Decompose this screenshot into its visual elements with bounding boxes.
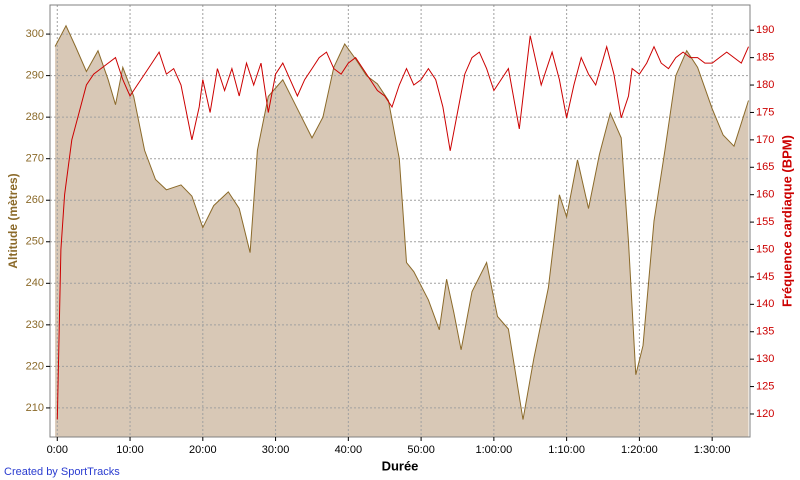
y2-tick-label: 185 bbox=[756, 52, 774, 64]
x-tick-label: 1:20:00 bbox=[621, 444, 658, 456]
plot-frame bbox=[49, 4, 751, 438]
x-tick-label: 1:00:00 bbox=[476, 444, 513, 456]
y-tick-label: 220 bbox=[26, 360, 44, 372]
y2-axis-label: Fréquence cardiaque (BPM) bbox=[779, 135, 794, 307]
x-tick-label: 30:00 bbox=[262, 444, 290, 456]
y2-tick-label: 145 bbox=[756, 271, 774, 283]
x-tick-label: 0:00 bbox=[47, 444, 68, 456]
y2-tick-label: 180 bbox=[756, 79, 774, 91]
y2-tick-label: 165 bbox=[756, 161, 774, 173]
y-tick-label: 280 bbox=[26, 111, 44, 123]
y-tick-label: 210 bbox=[26, 402, 44, 414]
footer: Created by SportTracks bbox=[4, 466, 120, 478]
y2-tick-label: 130 bbox=[756, 353, 774, 365]
y2-tick-label: 155 bbox=[756, 216, 774, 228]
y2-tick-label: 160 bbox=[756, 189, 774, 201]
y-tick-label: 290 bbox=[26, 70, 44, 82]
y-tick-label: 300 bbox=[26, 28, 44, 40]
y2-tick-label: 125 bbox=[756, 380, 774, 392]
y2-tick-label: 175 bbox=[756, 106, 774, 118]
altitude-area bbox=[55, 25, 749, 438]
x-tick-label: 50:00 bbox=[407, 444, 435, 456]
y-tick-label: 260 bbox=[26, 194, 44, 206]
y2-tick-label: 170 bbox=[756, 134, 774, 146]
altitude-line bbox=[54, 24, 749, 420]
x-tick-label: 10:00 bbox=[116, 444, 144, 456]
y2-tick-label: 190 bbox=[756, 24, 774, 36]
y-tick-label: 240 bbox=[26, 277, 44, 289]
y-tick-label: 250 bbox=[26, 236, 44, 248]
x-axis-label: Durée bbox=[382, 458, 419, 473]
y-tick-label: 230 bbox=[26, 319, 44, 331]
y2-tick-label: 135 bbox=[756, 326, 774, 338]
x-tick-label: 1:30:00 bbox=[694, 444, 731, 456]
heart-rate-line bbox=[56, 35, 749, 420]
y-tick-label: 270 bbox=[26, 153, 44, 165]
y2-tick-label: 120 bbox=[756, 408, 774, 420]
y-axis-label: Altitude (mètres) bbox=[6, 173, 20, 268]
x-tick-label: 1:10:00 bbox=[548, 444, 585, 456]
y2-tick-label: 150 bbox=[756, 243, 774, 255]
x-tick-label: 20:00 bbox=[189, 444, 217, 456]
y2-tick-label: 140 bbox=[756, 298, 774, 310]
x-tick-label: 40:00 bbox=[335, 444, 363, 456]
